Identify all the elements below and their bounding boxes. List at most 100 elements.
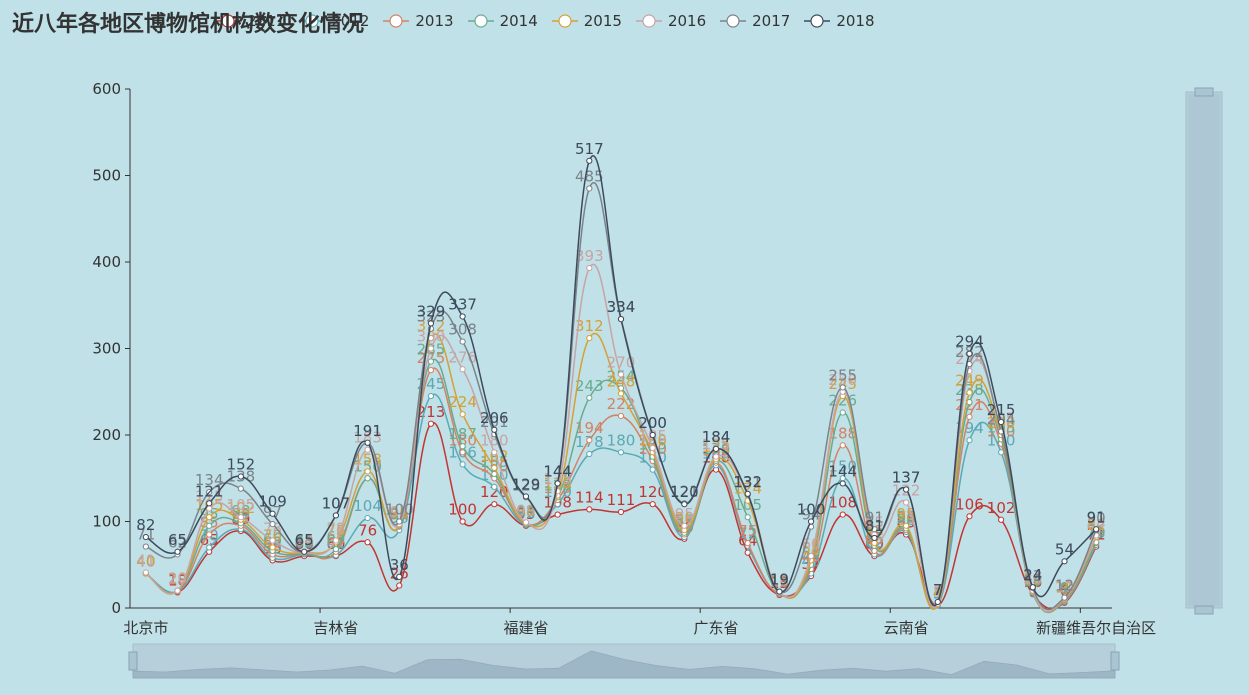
horizontal-zoom-slider[interactable]: [128, 643, 1120, 679]
legend-item-2012[interactable]: 2012: [299, 12, 369, 30]
data-label: 334: [607, 298, 636, 316]
legend-label: 2014: [499, 12, 538, 30]
x-tick-label: 吉林省: [313, 619, 358, 637]
legend-label: 2013: [415, 12, 454, 30]
data-point: [206, 514, 213, 521]
data-point: [301, 548, 308, 555]
data-label: 65: [168, 531, 187, 549]
data-label: 75: [738, 522, 757, 540]
vertical-zoom-handle-top[interactable]: [1194, 87, 1214, 97]
data-point: [554, 511, 561, 518]
data-label: 62: [295, 533, 314, 551]
data-point: [459, 338, 466, 345]
data-point: [269, 520, 276, 528]
data-label: 393: [575, 247, 604, 265]
legend-marker: [810, 14, 824, 28]
legend-item-2013[interactable]: 2013: [383, 12, 454, 30]
data-label: 105: [733, 496, 762, 514]
data-label: 137: [892, 468, 921, 486]
legend-item-2018[interactable]: 2018: [804, 12, 875, 30]
data-point: [902, 486, 910, 493]
y-tick-label: 600: [92, 80, 121, 98]
data-point: [681, 522, 688, 529]
data-point: [1029, 584, 1036, 591]
data-label: 337: [448, 295, 477, 313]
legend-item-2011[interactable]: 2011: [215, 12, 285, 30]
legend-line-circle-icon: [804, 14, 831, 28]
data-label: 40: [136, 552, 155, 570]
data-label: 65: [295, 531, 314, 549]
vertical-zoom-slider[interactable]: [1185, 87, 1223, 615]
data-point: [902, 522, 910, 529]
data-label: 36: [390, 556, 409, 574]
horizontal-zoom-handle-left[interactable]: [128, 651, 138, 671]
data-label: 81: [865, 517, 884, 535]
data-label: 4: [933, 584, 943, 602]
data-label: 144: [828, 462, 857, 480]
vertical-zoom-handle-bottom[interactable]: [1194, 605, 1214, 615]
data-label: 114: [575, 488, 604, 506]
data-point: [427, 367, 435, 374]
data-point: [839, 384, 846, 391]
data-point: [586, 394, 593, 401]
data-point: [998, 418, 1005, 426]
data-label: 102: [987, 499, 1016, 517]
data-point: [522, 493, 530, 500]
legend-item-2017[interactable]: 2017: [720, 12, 790, 30]
data-point: [649, 431, 656, 439]
data-point: [1061, 558, 1068, 565]
data-point: [586, 157, 593, 164]
legend-label: 2015: [583, 12, 622, 30]
legend: 2011 2012 2013 2014 2015 2016 2017 2018: [215, 8, 889, 34]
data-label: 20: [168, 570, 187, 588]
legend-marker: [726, 14, 740, 28]
y-tick-label: 300: [92, 340, 121, 358]
data-point: [871, 534, 878, 542]
data-label: 124: [733, 480, 762, 498]
data-point: [396, 518, 403, 525]
data-label: 132: [733, 473, 762, 491]
legend-item-2016[interactable]: 2016: [635, 12, 706, 30]
horizontal-zoom-handle-right[interactable]: [1110, 651, 1120, 671]
legend-marker: [473, 14, 488, 28]
data-label: 120: [670, 483, 699, 501]
data-label: 294: [955, 333, 984, 351]
data-point: [396, 573, 403, 580]
y-tick-label: 100: [92, 513, 121, 531]
data-point: [491, 483, 498, 490]
data-label: 84: [1087, 514, 1106, 532]
data-label: 104: [353, 497, 382, 515]
data-label: 120: [638, 483, 667, 501]
data-point: [522, 519, 530, 526]
data-point: [332, 537, 340, 544]
data-point: [966, 437, 973, 444]
legend-line-circle-icon: [215, 14, 241, 28]
data-point: [966, 413, 973, 420]
data-label: 95: [231, 505, 250, 523]
y-tick-label: 0: [111, 599, 121, 617]
data-label: 97: [516, 503, 535, 521]
legend-label: 2017: [752, 12, 791, 30]
data-point: [744, 540, 751, 547]
legend-item-2015[interactable]: 2015: [551, 12, 622, 30]
data-label: 205: [987, 410, 1016, 428]
data-label: 485: [575, 167, 604, 185]
data-label: 98: [231, 502, 250, 520]
data-label: 62: [168, 533, 187, 551]
data-point: [237, 514, 244, 521]
data-point: [206, 522, 213, 529]
data-point: [617, 449, 625, 456]
data-label: 94: [802, 506, 821, 524]
data-point: [839, 511, 846, 518]
data-label: 206: [480, 409, 509, 427]
y-tick-label: 500: [92, 167, 121, 185]
data-point: [269, 510, 276, 517]
data-label: 6: [1060, 582, 1070, 600]
data-point: [617, 390, 625, 397]
data-label: 65: [295, 531, 314, 549]
data-label: 63: [295, 533, 314, 551]
data-label: 308: [448, 321, 477, 339]
chart-title: 近八年各地区博物馆机构数变化情况: [12, 12, 365, 37]
data-point: [491, 501, 498, 508]
legend-item-2014[interactable]: 2014: [467, 12, 538, 30]
